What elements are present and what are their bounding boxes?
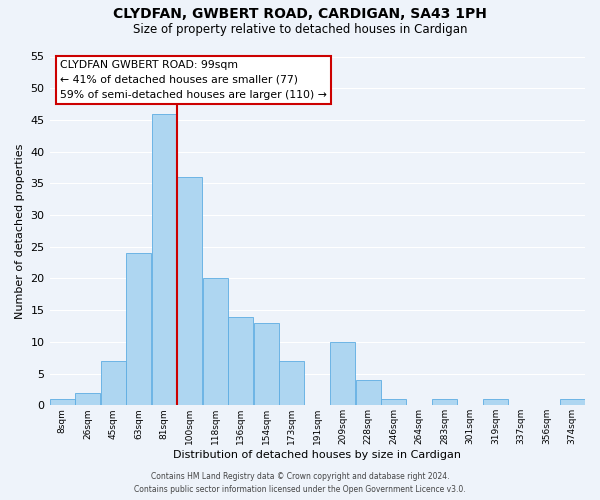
Bar (484, 399, 508, 406)
Y-axis label: Number of detached properties: Number of detached properties (15, 143, 25, 318)
Bar (382, 399, 406, 406)
Bar (331, 342, 355, 406)
Bar (356, 380, 380, 406)
Bar (127, 253, 151, 406)
Bar (203, 278, 227, 406)
Text: CLYDFAN, GWBERT ROAD, CARDIGAN, SA43 1PH: CLYDFAN, GWBERT ROAD, CARDIGAN, SA43 1PH (113, 8, 487, 22)
Text: CLYDFAN GWBERT ROAD: 99sqm
← 41% of detached houses are smaller (77)
59% of semi: CLYDFAN GWBERT ROAD: 99sqm ← 41% of deta… (60, 60, 327, 100)
Bar (254, 323, 278, 406)
Bar (152, 114, 176, 406)
Bar (560, 399, 584, 406)
Bar (229, 316, 253, 406)
Bar (280, 361, 304, 406)
Bar (433, 399, 457, 406)
Bar (50, 399, 74, 406)
Bar (101, 361, 125, 406)
X-axis label: Distribution of detached houses by size in Cardigan: Distribution of detached houses by size … (173, 450, 461, 460)
Text: Size of property relative to detached houses in Cardigan: Size of property relative to detached ho… (133, 22, 467, 36)
Text: Contains HM Land Registry data © Crown copyright and database right 2024.
Contai: Contains HM Land Registry data © Crown c… (134, 472, 466, 494)
Bar (178, 177, 202, 406)
Bar (76, 392, 100, 406)
